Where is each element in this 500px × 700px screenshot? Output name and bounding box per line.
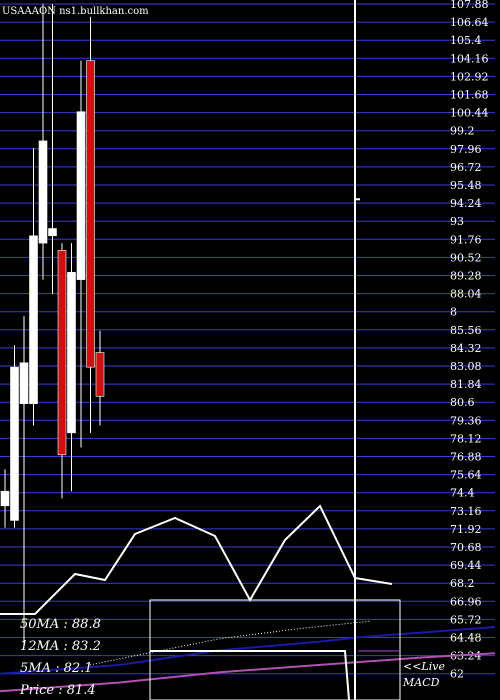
macd-line bbox=[0, 504, 393, 615]
y-tick-label: 91.76 bbox=[450, 233, 482, 246]
candle-body bbox=[48, 228, 57, 237]
y-tick-label: 96.72 bbox=[450, 161, 482, 174]
ma5-label: 5MA bbox=[20, 661, 51, 676]
y-tick-label: 102.92 bbox=[450, 70, 489, 83]
ma5-value: : 82.1 bbox=[55, 661, 92, 676]
y-tick-label: 75.64 bbox=[450, 469, 482, 482]
svg-text:Price : 81.4: Price : 81.4 bbox=[19, 683, 96, 698]
macd-label: MACD bbox=[402, 676, 440, 689]
y-tick-label: 78.12 bbox=[450, 432, 482, 445]
svg-text:5MA : 82.1: 5MA : 82.1 bbox=[20, 661, 93, 676]
y-tick-label: 80.6 bbox=[450, 396, 475, 409]
legend: 50MA : 88.8 12MA : 83.2 5MA : 82.1 Price… bbox=[19, 617, 101, 698]
y-tick-label: 71.92 bbox=[450, 523, 482, 536]
y-tick-label: 85.56 bbox=[450, 324, 482, 337]
candle-body bbox=[29, 235, 38, 404]
y-axis-ticks: 107.88 106.64 105.4 104.16 102.92 101.68 100.4… bbox=[450, 0, 489, 681]
price-label: Price bbox=[19, 683, 54, 698]
y-tick-label: 68.2 bbox=[450, 577, 475, 590]
y-tick-label: 99.2 bbox=[450, 125, 475, 138]
candle-body bbox=[67, 271, 76, 434]
macd-signal-line bbox=[150, 650, 350, 700]
y-tick-label: 8 bbox=[450, 306, 457, 319]
y-tick-label: 76.88 bbox=[450, 451, 482, 464]
candle-body bbox=[95, 352, 105, 397]
y-tick-label: 65.72 bbox=[450, 613, 482, 626]
candle-body bbox=[86, 60, 95, 368]
ma12-label: 12MA bbox=[20, 639, 59, 654]
y-tick-label: 107.88 bbox=[450, 0, 489, 11]
y-tick-label: 95.48 bbox=[450, 179, 482, 192]
svg-text:12MA : 83.2: 12MA : 83.2 bbox=[20, 639, 101, 654]
y-tick-label: 70.68 bbox=[450, 541, 482, 554]
y-tick-label: 83.08 bbox=[450, 360, 482, 373]
candle-body bbox=[76, 111, 86, 280]
y-tick-label: 88.04 bbox=[450, 288, 482, 301]
candles bbox=[0, 4, 105, 645]
ma50-value: : 88.8 bbox=[63, 617, 100, 632]
ma50-label: 50MA bbox=[20, 617, 59, 632]
y-tick-label: 104.16 bbox=[450, 52, 489, 65]
y-tick-label: 93 bbox=[450, 215, 464, 228]
price-value: : 81.4 bbox=[58, 683, 95, 698]
candle-body bbox=[0, 490, 10, 507]
y-tick-label: 105.4 bbox=[450, 34, 482, 47]
y-tick-label: 64.48 bbox=[450, 632, 482, 645]
live-label: <<Live bbox=[403, 660, 445, 673]
candle-body bbox=[38, 140, 48, 244]
y-tick-label: 63.24 bbox=[450, 650, 482, 663]
y-tick-label: 101.68 bbox=[450, 89, 489, 102]
y-tick-label: 66.96 bbox=[450, 595, 482, 608]
ma-dark-line bbox=[0, 626, 496, 675]
y-tick-label: 81.84 bbox=[450, 378, 482, 391]
svg-text:50MA : 88.8: 50MA : 88.8 bbox=[20, 617, 101, 632]
y-tick-label: 97.96 bbox=[450, 143, 482, 156]
y-tick-label: 94.24 bbox=[450, 197, 482, 210]
y-tick-label: 79.36 bbox=[450, 414, 482, 427]
candle-body bbox=[57, 250, 67, 456]
watermark: USAAAON ns1.bullkhan.com bbox=[2, 6, 149, 17]
y-tick-label: 69.44 bbox=[450, 559, 482, 572]
y-tick-label: 106.64 bbox=[450, 16, 489, 29]
y-tick-label: 89.28 bbox=[450, 270, 482, 283]
y-tick-label: 90.52 bbox=[450, 251, 482, 264]
ma-pink-line bbox=[0, 652, 496, 693]
ma-dotted-line bbox=[89, 620, 371, 666]
candle-body bbox=[10, 366, 19, 521]
y-tick-label: 100.44 bbox=[450, 107, 489, 120]
y-tick-label: 74.4 bbox=[450, 487, 475, 500]
y-tick-label: 73.16 bbox=[450, 505, 482, 518]
y-tick-label: 84.32 bbox=[450, 342, 482, 355]
y-tick-label: 62 bbox=[450, 668, 464, 681]
candle-body bbox=[19, 362, 29, 404]
ma12-value: : 83.2 bbox=[63, 639, 100, 654]
